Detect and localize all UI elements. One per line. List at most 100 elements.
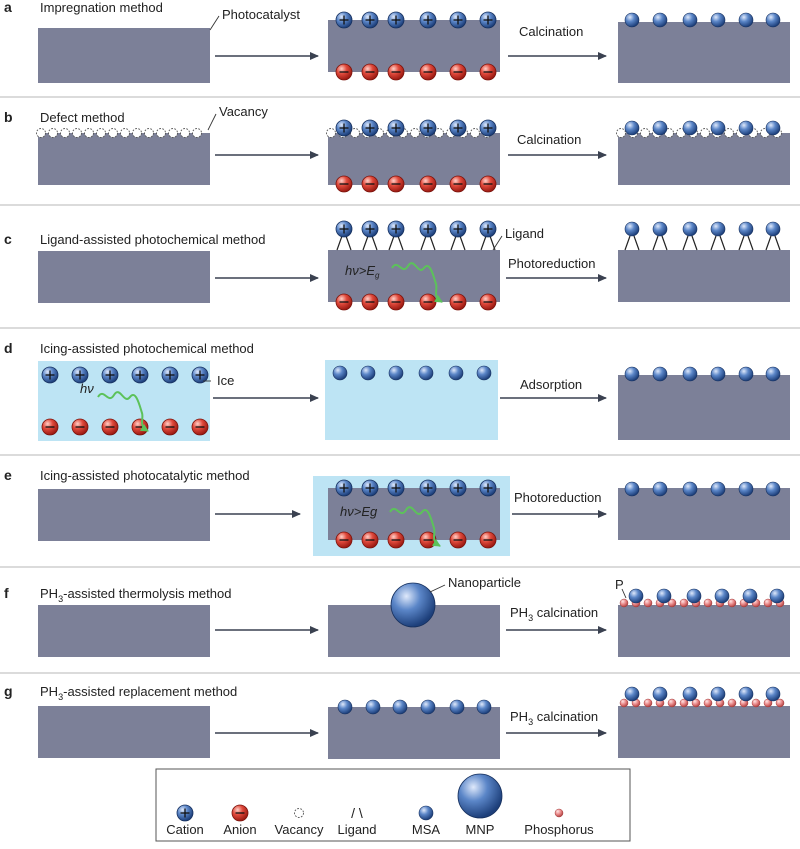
msa-atom bbox=[738, 120, 754, 136]
legend-label-mnp: MNP bbox=[466, 822, 495, 837]
msa-atom bbox=[765, 12, 781, 28]
anion-ion bbox=[335, 63, 353, 81]
mnp-symbol bbox=[457, 773, 503, 819]
msa-atom bbox=[388, 365, 404, 381]
ice-block bbox=[38, 361, 210, 441]
anion-ion bbox=[361, 293, 379, 311]
msa-atom bbox=[476, 365, 492, 381]
photocatalyst-slab bbox=[38, 251, 210, 303]
legend-label-cation: Cation bbox=[166, 822, 204, 837]
cation-ion bbox=[131, 366, 149, 384]
photocatalyst-slab bbox=[328, 20, 500, 72]
vacancy-site bbox=[616, 128, 626, 138]
vacancy-site bbox=[132, 128, 142, 138]
vacancy-site bbox=[180, 128, 190, 138]
ligand-leg bbox=[661, 235, 668, 251]
anion-ion bbox=[479, 531, 497, 549]
cation-ion bbox=[361, 479, 379, 497]
cation-ion bbox=[191, 366, 209, 384]
msa-atom bbox=[710, 120, 726, 136]
vacancy-site bbox=[640, 128, 650, 138]
phosphorus-atom bbox=[679, 598, 689, 608]
msa-atom bbox=[420, 699, 436, 715]
msa-atom bbox=[738, 481, 754, 497]
vacancy-site bbox=[60, 128, 70, 138]
phosphorus-atom bbox=[691, 698, 701, 708]
callout-line bbox=[429, 584, 446, 593]
panel-c: c Ligand-assisted photochemical method hν>… bbox=[4, 220, 790, 311]
msa-atom bbox=[710, 221, 726, 237]
cation-ion bbox=[479, 11, 497, 29]
msa-atom bbox=[656, 588, 672, 604]
panel-title: PH3-assisted replacement method bbox=[40, 684, 237, 702]
anion-ion bbox=[361, 531, 379, 549]
msa-atom bbox=[418, 365, 434, 381]
cation-ion bbox=[101, 366, 119, 384]
cation-ion bbox=[449, 479, 467, 497]
phosphorus-atom bbox=[619, 698, 629, 708]
step-label-post: calcination bbox=[533, 605, 598, 620]
vacancy-site bbox=[48, 128, 58, 138]
anion-ion bbox=[419, 293, 437, 311]
panel-letter: g bbox=[4, 683, 13, 699]
anion-ion bbox=[387, 175, 405, 193]
step-label-pre: PH bbox=[510, 605, 528, 620]
panel-title: Defect method bbox=[40, 110, 125, 125]
anion-ion bbox=[101, 418, 119, 436]
cation-ion bbox=[335, 220, 353, 238]
callout-label: Ice bbox=[217, 373, 234, 388]
vacancy-site bbox=[724, 128, 734, 138]
msa-atom bbox=[652, 221, 668, 237]
vacancy-site bbox=[96, 128, 106, 138]
ligand-leg bbox=[336, 235, 343, 251]
callout-line bbox=[207, 113, 217, 131]
cation-ion bbox=[176, 804, 194, 822]
callout-label: Vacancy bbox=[219, 104, 268, 119]
ligand-leg bbox=[388, 235, 395, 251]
cation-ion bbox=[479, 119, 497, 137]
msa-atom bbox=[332, 365, 348, 381]
vacancy-site bbox=[120, 128, 130, 138]
cation-ion bbox=[479, 220, 497, 238]
photocatalyst-slab bbox=[618, 488, 790, 540]
cation-ion bbox=[335, 479, 353, 497]
msa-atom bbox=[738, 366, 754, 382]
ligand-leg bbox=[738, 235, 745, 251]
anion-ion bbox=[361, 63, 379, 81]
anion-ion bbox=[449, 63, 467, 81]
legend-label-vacancy: Vacancy bbox=[275, 822, 324, 837]
msa-atom bbox=[765, 366, 781, 382]
msa-atom bbox=[765, 120, 781, 136]
ligand-leg bbox=[459, 235, 466, 251]
vacancy-site bbox=[84, 128, 94, 138]
msa-atom bbox=[652, 120, 668, 136]
msa-atom bbox=[682, 12, 698, 28]
msa-atom bbox=[742, 588, 758, 604]
ligand-leg bbox=[420, 235, 427, 251]
cation-ion bbox=[41, 366, 59, 384]
msa-atom bbox=[624, 686, 640, 702]
anion-ion bbox=[161, 418, 179, 436]
msa-atom bbox=[710, 366, 726, 382]
ligand-leg bbox=[633, 235, 640, 251]
phosphorus-atom bbox=[763, 598, 773, 608]
msa-atom bbox=[448, 365, 464, 381]
panel-letter: d bbox=[4, 340, 13, 356]
panel-d: d Icing-assisted photochemical method hν Ic… bbox=[4, 340, 790, 441]
msa-atom bbox=[682, 686, 698, 702]
msa-atom bbox=[624, 481, 640, 497]
vacancy-site bbox=[192, 128, 202, 138]
cation-ion bbox=[335, 119, 353, 137]
msa-atom bbox=[337, 699, 353, 715]
phosphorus-atom bbox=[751, 698, 761, 708]
panel-title-sub: 3 bbox=[58, 594, 63, 604]
anion-ion bbox=[387, 63, 405, 81]
vacancy-site bbox=[168, 128, 178, 138]
msa-atom bbox=[624, 221, 640, 237]
anion-ion bbox=[335, 175, 353, 193]
legend: / \ Cation Anion Vacancy Ligand MSA MNP Phospho… bbox=[155, 768, 631, 842]
phosphorus-atom bbox=[775, 698, 785, 708]
step-label-pre: PH bbox=[510, 709, 528, 724]
